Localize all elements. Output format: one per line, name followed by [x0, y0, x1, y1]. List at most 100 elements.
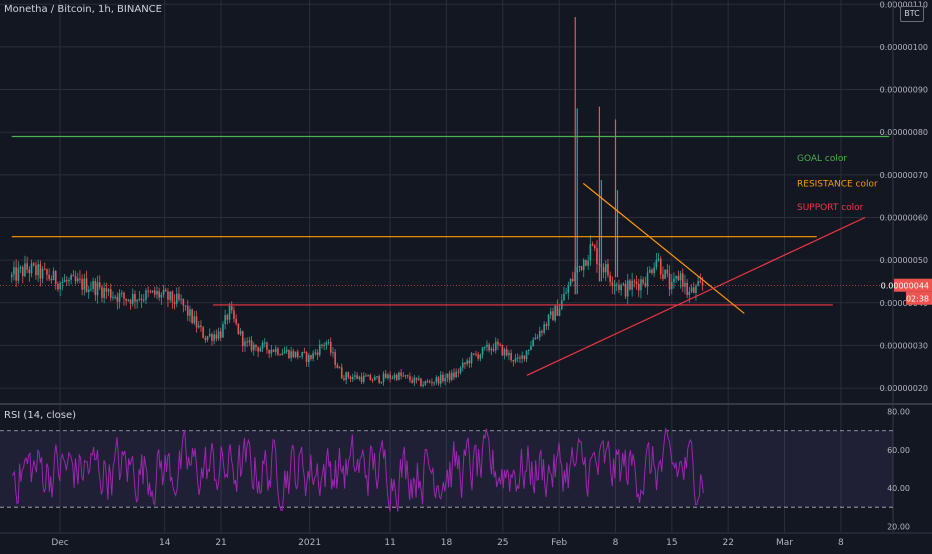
candle-body[interactable] [525, 350, 528, 360]
candle-body[interactable] [536, 337, 539, 339]
candle-body[interactable] [10, 274, 13, 278]
candle-body[interactable] [301, 352, 303, 357]
candle-body[interactable] [468, 360, 471, 364]
candle-body[interactable] [87, 289, 90, 292]
candle-body[interactable] [624, 283, 627, 297]
candle-body[interactable] [217, 331, 220, 339]
candle-body[interactable] [640, 279, 642, 291]
candle-body[interactable] [472, 353, 475, 355]
candle-body[interactable] [367, 375, 369, 377]
candle-body[interactable] [459, 367, 462, 373]
candle-body[interactable] [303, 352, 306, 354]
candle-body[interactable] [114, 296, 116, 298]
candle-body[interactable] [413, 377, 416, 383]
candle-body[interactable] [695, 285, 697, 293]
candle-body[interactable] [334, 352, 336, 365]
candle-body[interactable] [340, 367, 343, 379]
candle-body[interactable] [481, 347, 484, 355]
candle-body[interactable] [140, 298, 143, 301]
candle-body[interactable] [497, 341, 499, 345]
candle-body[interactable] [369, 375, 372, 381]
candle-body[interactable] [659, 258, 662, 275]
candle-body[interactable] [189, 309, 191, 316]
candle-body[interactable] [195, 316, 198, 328]
candle-body[interactable] [321, 344, 323, 346]
candle-body[interactable] [136, 299, 138, 302]
candle-body[interactable] [92, 280, 94, 289]
candle-body[interactable] [213, 334, 215, 341]
candle-body[interactable] [61, 282, 64, 284]
candle-body[interactable] [263, 342, 266, 344]
candle-body[interactable] [393, 374, 396, 378]
candle-body[interactable] [417, 378, 420, 380]
candle-body[interactable] [147, 290, 149, 292]
candle-body[interactable] [415, 377, 418, 380]
candle-body[interactable] [455, 371, 457, 378]
candle-body[interactable] [272, 349, 275, 352]
candle-body[interactable] [457, 371, 460, 373]
candle-body[interactable] [120, 292, 123, 294]
candle-body[interactable] [180, 298, 182, 300]
candle-body[interactable] [266, 342, 268, 350]
candle-body[interactable] [431, 382, 433, 384]
candle-body[interactable] [543, 324, 545, 333]
candle-body[interactable] [494, 341, 497, 351]
candle-body[interactable] [675, 275, 677, 279]
candle-body[interactable] [521, 355, 523, 359]
candle-body[interactable] [387, 374, 389, 379]
candle-body[interactable] [17, 267, 20, 281]
candle-body[interactable] [332, 352, 334, 354]
candle-body[interactable] [244, 341, 246, 347]
candle-body[interactable] [112, 296, 114, 298]
candle-body[interactable] [563, 293, 565, 301]
candle-body[interactable] [142, 299, 145, 301]
candle-body[interactable] [519, 357, 521, 359]
candle-body[interactable] [279, 354, 281, 356]
candle-body[interactable] [76, 278, 79, 282]
candle-body[interactable] [336, 364, 339, 368]
candle-body[interactable] [74, 276, 77, 282]
candle-body[interactable] [461, 362, 464, 368]
candle-body[interactable] [358, 376, 361, 379]
candle-body[interactable] [206, 336, 209, 340]
candle-body[interactable] [30, 263, 33, 274]
candle-body[interactable] [101, 287, 103, 298]
candle-body[interactable] [582, 259, 585, 271]
candle-body[interactable] [197, 325, 200, 328]
candle-body[interactable] [233, 310, 235, 320]
candle-body[interactable] [479, 354, 482, 359]
candle-body[interactable] [644, 283, 647, 287]
candle-body[interactable] [202, 327, 204, 338]
candle-body[interactable] [239, 331, 242, 334]
candle-body[interactable] [402, 375, 405, 377]
candle-body[interactable] [620, 284, 622, 291]
candle-body[interactable] [316, 352, 319, 356]
candle-body[interactable] [145, 290, 147, 300]
candle-body[interactable] [149, 291, 152, 293]
candle-body[interactable] [492, 348, 495, 351]
candle-body[interactable] [50, 278, 53, 281]
candle-body[interactable] [24, 263, 26, 277]
candle-body[interactable] [107, 289, 110, 292]
candle-body[interactable] [83, 278, 86, 290]
candle-body[interactable] [294, 351, 297, 357]
candle-body[interactable] [230, 306, 233, 311]
candle-body[interactable] [530, 345, 532, 350]
candle-body[interactable] [329, 341, 332, 353]
candle-body[interactable] [13, 267, 15, 275]
candle-body[interactable] [648, 269, 651, 273]
candle-body[interactable] [615, 284, 618, 286]
candle-body[interactable] [508, 352, 510, 356]
candle-body[interactable] [673, 278, 675, 282]
candle-body[interactable] [464, 362, 466, 365]
candle-body[interactable] [433, 382, 435, 384]
candle-body[interactable] [160, 294, 163, 298]
candle-body[interactable] [435, 377, 438, 383]
candle-body[interactable] [241, 331, 244, 347]
candle-body[interactable] [532, 339, 534, 346]
candle-body[interactable] [356, 375, 358, 379]
candle-body[interactable] [547, 314, 550, 326]
candle-body[interactable] [292, 351, 295, 357]
candle-body[interactable] [382, 373, 385, 382]
candle-body[interactable] [191, 309, 193, 323]
